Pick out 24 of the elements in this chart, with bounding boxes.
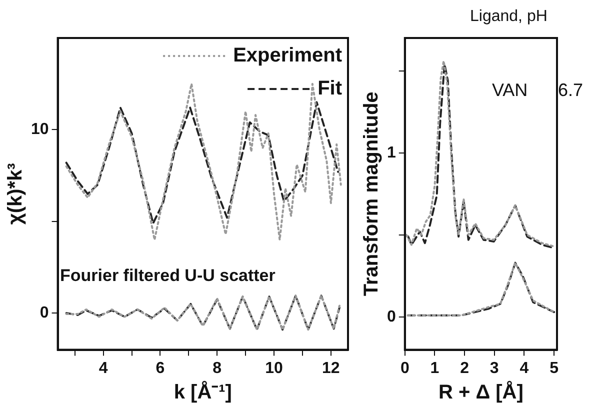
x-tick-label: 10 [265, 360, 284, 377]
x-tick-label: 6 [156, 360, 165, 377]
line-series [65, 101, 340, 224]
line-series [65, 294, 340, 331]
x-tick-label: 1 [430, 360, 440, 377]
text: 6.7 [558, 80, 584, 101]
x-tick-label: 4 [98, 360, 108, 377]
text: Ligand, pH [470, 8, 548, 26]
annotation: VAN [492, 80, 528, 101]
x-tick-label: 8 [212, 360, 222, 377]
x-axis-title: k [Å⁻¹] [174, 380, 232, 404]
y-axis-title: Transform magnitude [360, 92, 383, 296]
x-tick-label: 12 [322, 360, 340, 377]
y-axis-title: χ(k)*k³ [4, 162, 27, 225]
legend-label: Fit [318, 78, 342, 100]
x-axis-title: R + Δ [Å] [438, 380, 524, 404]
annotation: Fourier filtered U-U scatter [60, 266, 276, 286]
line-series [406, 262, 556, 316]
x-tick-label: 0 [400, 360, 410, 377]
x-tick-label: 2 [460, 360, 470, 377]
x-tick-label: 4 [520, 360, 529, 377]
x-tick-label: 5 [550, 360, 559, 377]
legend-label: Experiment [233, 44, 342, 67]
x-tick-label: 3 [490, 360, 499, 377]
